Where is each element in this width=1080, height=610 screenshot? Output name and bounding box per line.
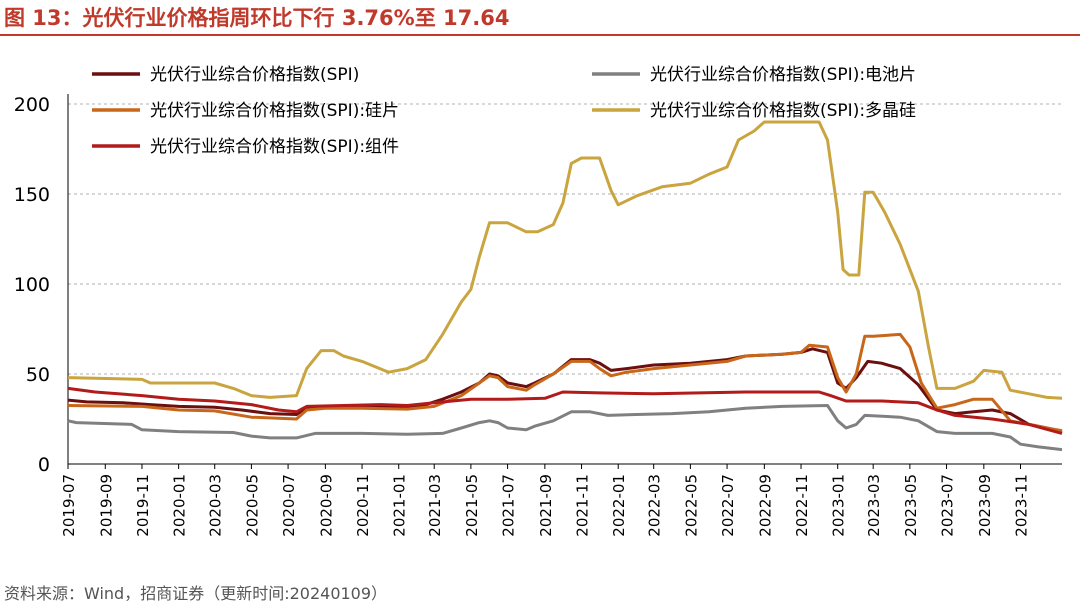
x-tick-label: 2019-07	[60, 474, 78, 537]
x-tick-label: 2019-09	[97, 474, 115, 537]
x-tick-label: 2021-01	[391, 474, 409, 537]
x-tick-label: 2023-03	[865, 474, 883, 537]
x-tick-label: 2022-01	[610, 474, 628, 537]
series-line-0	[67, 347, 1063, 434]
y-tick-label: 50	[26, 364, 50, 386]
gridlines	[68, 103, 1062, 375]
series-line-3	[67, 120, 1063, 400]
x-tick-label: 2023-07	[939, 474, 957, 537]
x-tick-label: 2021-07	[500, 474, 518, 537]
title-underline	[0, 34, 1080, 36]
x-tick-label: 2023-01	[830, 474, 848, 537]
x-tick-label: 2021-03	[426, 474, 444, 537]
legend-label-0: 光伏行业综合价格指数(SPI)	[150, 65, 359, 85]
y-tick-label: 100	[14, 274, 50, 296]
chart-title: 图 13：光伏行业价格指周环比下行 3.76%至 17.64	[4, 6, 510, 30]
x-tick-label: 2020-07	[280, 474, 298, 537]
x-tick-label: 2020-05	[243, 474, 261, 537]
source-note: 资料来源：Wind，招商证券（更新时间:20240109）	[4, 584, 388, 603]
x-tick-label: 2023-09	[976, 474, 994, 537]
series-line-2	[67, 332, 1063, 433]
x-tick-label: 2022-03	[646, 474, 664, 537]
x-tick-label: 2022-11	[793, 474, 811, 537]
x-tick-label: 2023-11	[1013, 474, 1031, 537]
x-tick-label: 2022-07	[719, 474, 737, 537]
x-tick-label: 2020-01	[171, 474, 189, 537]
x-tick-label: 2020-09	[317, 474, 335, 537]
x-tick-label: 2022-05	[682, 474, 700, 537]
x-tick-label: 2021-09	[537, 474, 555, 537]
legend-label-3: 光伏行业综合价格指数(SPI):多晶硅	[650, 101, 916, 121]
x-tick-label: 2021-05	[463, 474, 481, 537]
y-tick-label: 0	[38, 454, 50, 476]
legend: 光伏行业综合价格指数(SPI) 光伏行业综合价格指数(SPI):电池片光伏行业综合…	[92, 65, 916, 157]
line-chart: 0 50 100 150 200 2019-07 2019-09 2019-11 2020-01…	[14, 65, 1063, 537]
x-tick-label: 2020-03	[207, 474, 225, 537]
series-line-1	[67, 404, 1063, 452]
x-tick-label: 2023-05	[902, 474, 920, 537]
y-tick-label: 150	[14, 184, 50, 206]
x-tick-label: 2022-09	[756, 474, 774, 537]
legend-label-2: 光伏行业综合价格指数(SPI):硅片	[150, 101, 399, 121]
legend-label-4: 光伏行业综合价格指数(SPI):组件	[150, 137, 399, 157]
x-tick-label: 2019-11	[134, 474, 152, 537]
series-line-4	[67, 386, 1063, 435]
legend-label-1: 光伏行业综合价格指数(SPI):电池片	[650, 65, 916, 85]
x-tick-label: 2021-11	[574, 474, 592, 537]
series-lines	[67, 120, 1063, 452]
y-tick-label: 200	[14, 94, 50, 116]
axes: 0 50 100 150 200 2019-07 2019-09 2019-11 2020-01…	[14, 94, 1062, 537]
x-tick-label: 2020-11	[354, 474, 372, 537]
